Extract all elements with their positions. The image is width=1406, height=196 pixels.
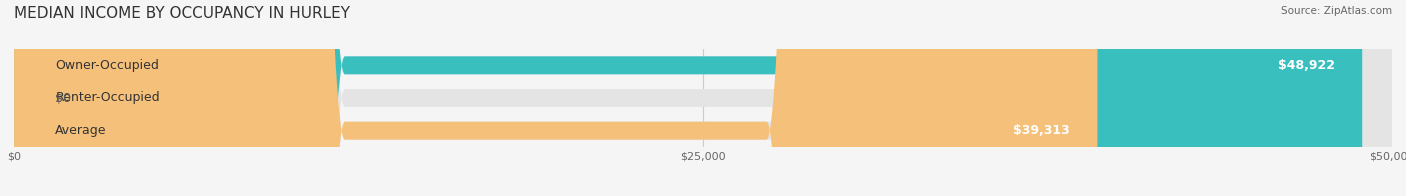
Text: Owner-Occupied: Owner-Occupied [55,59,159,72]
Text: Renter-Occupied: Renter-Occupied [55,92,160,104]
Text: $48,922: $48,922 [1278,59,1334,72]
FancyBboxPatch shape [14,0,1098,196]
Text: Source: ZipAtlas.com: Source: ZipAtlas.com [1281,6,1392,16]
Text: MEDIAN INCOME BY OCCUPANCY IN HURLEY: MEDIAN INCOME BY OCCUPANCY IN HURLEY [14,6,350,21]
Text: Average: Average [55,124,107,137]
Text: $0: $0 [55,92,72,104]
FancyBboxPatch shape [14,0,1392,196]
FancyBboxPatch shape [14,0,1362,196]
Text: $39,313: $39,313 [1014,124,1070,137]
FancyBboxPatch shape [14,0,1392,196]
FancyBboxPatch shape [14,0,1392,196]
